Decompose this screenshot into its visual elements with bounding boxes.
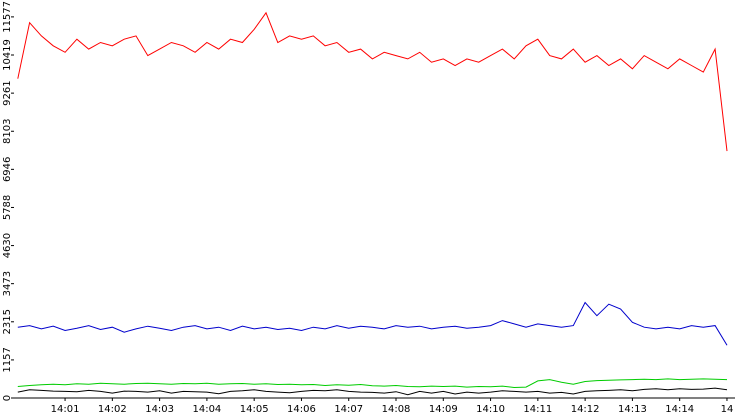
x-tick-label: 14:09 — [429, 404, 458, 415]
x-tick-label: 14:11 — [523, 404, 552, 415]
y-tick-label: 3473 — [2, 271, 13, 296]
y-tick-label: 5788 — [2, 195, 13, 220]
y-tick-label: 0 — [2, 395, 13, 401]
x-tick-label: 14:08 — [382, 404, 411, 415]
y-tick-label: 1157 — [2, 347, 13, 372]
series-line — [17, 301, 728, 346]
x-tick-label: 14:14 — [665, 404, 694, 415]
x-tick-label: 14:03 — [145, 404, 174, 415]
series-line — [17, 378, 728, 389]
series-line — [17, 387, 728, 396]
x-tick-label: 14:12 — [571, 404, 600, 415]
y-tick-label: 9261 — [2, 80, 13, 105]
y-tick-label: 8103 — [2, 119, 13, 144]
x-tick-label: 14:04 — [192, 404, 221, 415]
x-tick-label: 14:13 — [618, 404, 647, 415]
x-tick-label: 14:02 — [98, 404, 127, 415]
y-tick-label: 11577 — [2, 1, 13, 33]
x-tick-label: 14 — [721, 404, 734, 415]
series-line — [17, 11, 728, 152]
y-tick-label: 6946 — [2, 157, 13, 182]
y-tick-label: 2315 — [2, 309, 13, 334]
x-tick-label: 14:07 — [334, 404, 363, 415]
x-tick-label: 14:10 — [476, 404, 505, 415]
x-tick-label: 14:01 — [51, 404, 80, 415]
y-tick-label: 10419 — [2, 39, 13, 71]
x-tick-label: 14:06 — [287, 404, 316, 415]
y-tick-label: 4630 — [2, 233, 13, 258]
x-tick-label: 14:05 — [240, 404, 269, 415]
